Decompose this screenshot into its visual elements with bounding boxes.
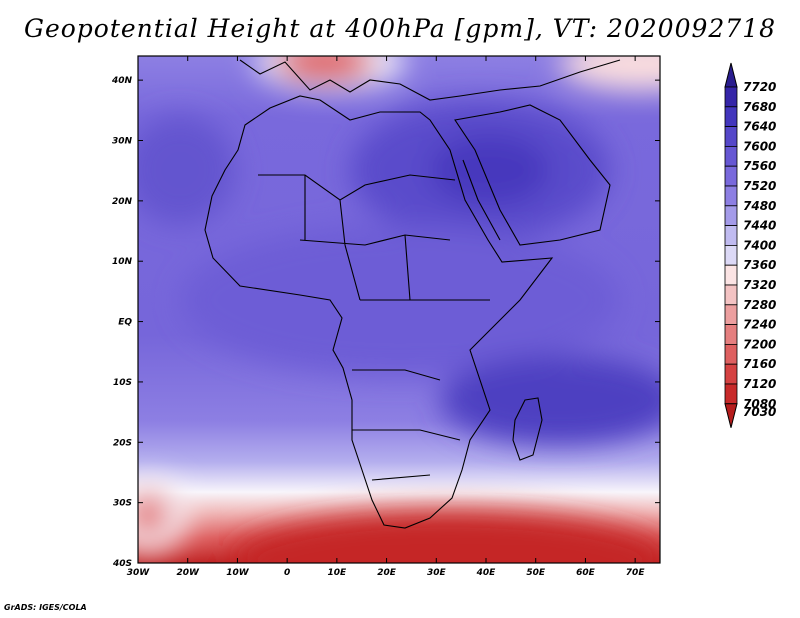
map-field bbox=[138, 56, 660, 563]
lon-label: 70E bbox=[626, 568, 646, 578]
lat-label: 10S bbox=[113, 378, 132, 388]
madagascar-coastline bbox=[512, 397, 543, 461]
colorbar-swatch bbox=[724, 383, 738, 405]
axis-ticks bbox=[137, 56, 660, 564]
colorbar-swatch bbox=[724, 284, 738, 306]
colorbar-bottom-arrow bbox=[724, 403, 738, 428]
colorbar-label: 7720 bbox=[743, 80, 776, 94]
colorbar-label: 7480 bbox=[743, 199, 776, 213]
colorbar-top-arrow bbox=[724, 62, 738, 88]
europe-coastline bbox=[239, 59, 621, 101]
lat-labels: 40N 30N 20N 10N EQ 10S 20S 30S 40S bbox=[111, 76, 133, 569]
colorbar-label: 7560 bbox=[743, 159, 776, 173]
colorbar-swatch bbox=[724, 126, 738, 147]
lat-label: 40S bbox=[112, 559, 132, 569]
colorbar-label: 7030 bbox=[743, 405, 776, 419]
lon-label: 40E bbox=[476, 568, 497, 578]
colorbar-label: 7640 bbox=[743, 120, 776, 134]
colorbar-label: 7440 bbox=[743, 219, 776, 233]
colorbar-label: 7320 bbox=[743, 278, 776, 292]
colorbar-label: 7200 bbox=[743, 337, 776, 351]
colorbar-swatch bbox=[724, 106, 738, 128]
colorbar-swatch bbox=[724, 205, 738, 227]
coastlines bbox=[204, 59, 621, 529]
lon-label: 0 bbox=[284, 568, 290, 578]
colorbar-swatch bbox=[724, 304, 738, 325]
lon-label: 30W bbox=[127, 568, 151, 578]
map-title: Geopotential Height at 400hPa [gpm], VT:… bbox=[23, 14, 777, 43]
map-frame bbox=[137, 55, 661, 564]
lat-label: 20S bbox=[113, 438, 132, 448]
lon-label: 10W bbox=[226, 568, 250, 578]
lat-label: EQ bbox=[118, 318, 132, 328]
lat-label: 30S bbox=[113, 499, 132, 509]
colorbar-label: 7280 bbox=[743, 298, 776, 312]
lon-label: 60E bbox=[576, 568, 596, 578]
colorbar-swatch bbox=[724, 264, 738, 286]
colorbar-label: 7600 bbox=[743, 139, 776, 153]
africa-coastline bbox=[204, 95, 554, 529]
colorbar-swatch bbox=[724, 165, 738, 187]
lon-label: 50E bbox=[526, 568, 546, 578]
lat-label: 40N bbox=[111, 76, 133, 86]
colorbar-label: 7120 bbox=[743, 377, 776, 391]
lon-label: 10E bbox=[328, 568, 348, 578]
lon-label: 20E bbox=[377, 568, 397, 578]
colorbar-swatch bbox=[724, 225, 738, 246]
colorbar-swatch bbox=[724, 363, 738, 385]
colorbar-label: 7360 bbox=[743, 258, 776, 272]
lat-label: 10N bbox=[112, 257, 133, 267]
lat-label: 30N bbox=[112, 137, 133, 147]
colorbar: 7720 7680 7640 7600 7560 7520 7480 7440 7400 7360… bbox=[724, 62, 776, 428]
colorbar-swatch bbox=[724, 145, 738, 167]
colorbar-swatch bbox=[724, 324, 738, 345]
colorbar-swatch bbox=[724, 343, 738, 365]
lat-label: 20N bbox=[112, 197, 133, 207]
map-plot: 30W 20W 10W 0 10E 20E 30E 40E 50E 60E 70E 40N 30N 20… bbox=[111, 55, 776, 578]
lon-label: 20W bbox=[176, 568, 200, 578]
colorbar-label: 7080 bbox=[743, 397, 776, 411]
colorbar-swatch bbox=[724, 244, 738, 266]
red-sea bbox=[462, 159, 501, 241]
grads-credit: GrADS: IGES/COLA bbox=[4, 603, 87, 612]
colorbar-label: 7680 bbox=[743, 100, 776, 114]
lon-labels: 30W 20W 10W 0 10E 20E 30E 40E 50E 60E 70E bbox=[127, 568, 646, 578]
lon-label: 30E bbox=[427, 568, 447, 578]
colorbar-label: 7240 bbox=[743, 318, 776, 332]
colorbar-label: 7400 bbox=[743, 238, 776, 252]
arabia-coastline bbox=[454, 104, 611, 246]
colorbar-swatch bbox=[724, 86, 738, 108]
colorbar-label: 7160 bbox=[743, 357, 776, 371]
colorbar-swatch bbox=[724, 185, 738, 207]
country-borders bbox=[258, 174, 490, 481]
colorbar-label: 7520 bbox=[743, 179, 776, 193]
